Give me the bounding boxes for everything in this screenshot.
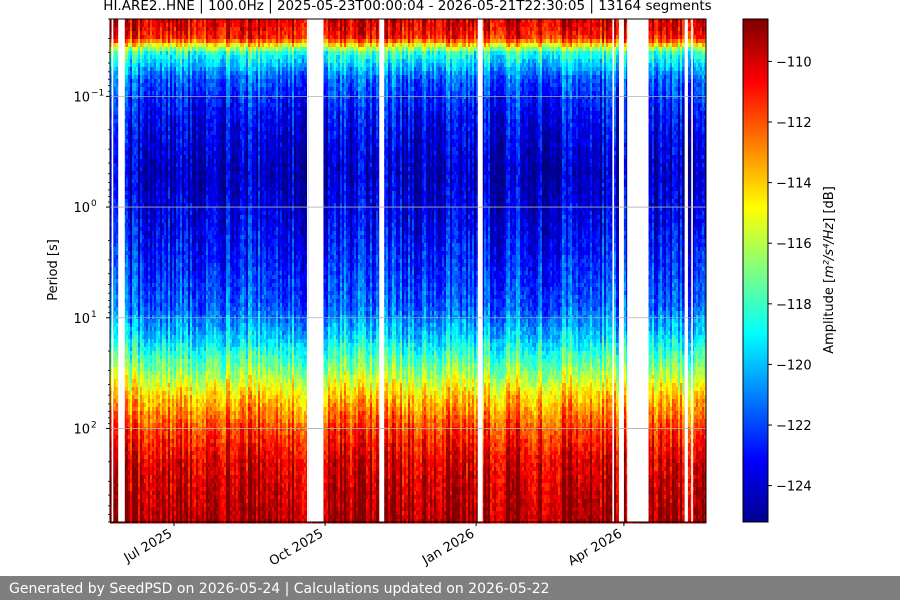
heatmap-area: [110, 19, 707, 524]
